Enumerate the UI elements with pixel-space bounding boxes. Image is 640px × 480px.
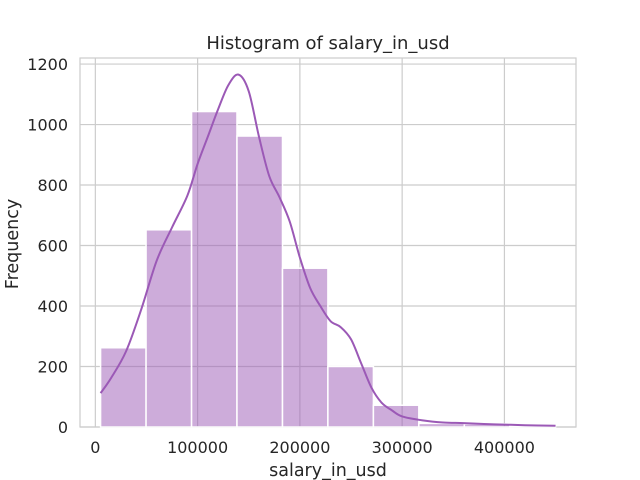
- x-tick-labels: 0 100000 200000 300000 400000: [90, 438, 535, 457]
- y-tick-label: 400: [37, 297, 68, 316]
- histogram-bar: [281, 267, 329, 428]
- y-tick-label: 800: [37, 176, 68, 195]
- y-tick-label: 200: [37, 358, 68, 377]
- y-tick-labels: 0 200 400 600 800 1000 1200: [27, 55, 68, 437]
- x-tick-label: 400000: [474, 438, 535, 457]
- y-tick-label: 1000: [27, 116, 68, 135]
- y-tick-label: 1200: [27, 55, 68, 74]
- x-tick-label: 200000: [269, 438, 330, 457]
- histogram-bars: [99, 110, 557, 428]
- histogram-bar: [236, 135, 284, 428]
- y-tick-label: 600: [37, 237, 68, 256]
- histogram-bar: [145, 229, 193, 428]
- histogram-bar: [99, 347, 147, 428]
- histogram-bar: [372, 404, 420, 428]
- x-tick-label: 300000: [372, 438, 433, 457]
- histogram-bar: [190, 110, 238, 428]
- x-axis-label: salary_in_usd: [269, 461, 387, 480]
- chart-title: Histogram of salary_in_usd: [206, 33, 449, 54]
- x-tick-label: 0: [90, 438, 100, 457]
- x-tick-label: 100000: [167, 438, 228, 457]
- y-tick-label: 0: [58, 418, 68, 437]
- y-axis-label: Frequency: [3, 199, 23, 289]
- kde-curve: [99, 73, 556, 427]
